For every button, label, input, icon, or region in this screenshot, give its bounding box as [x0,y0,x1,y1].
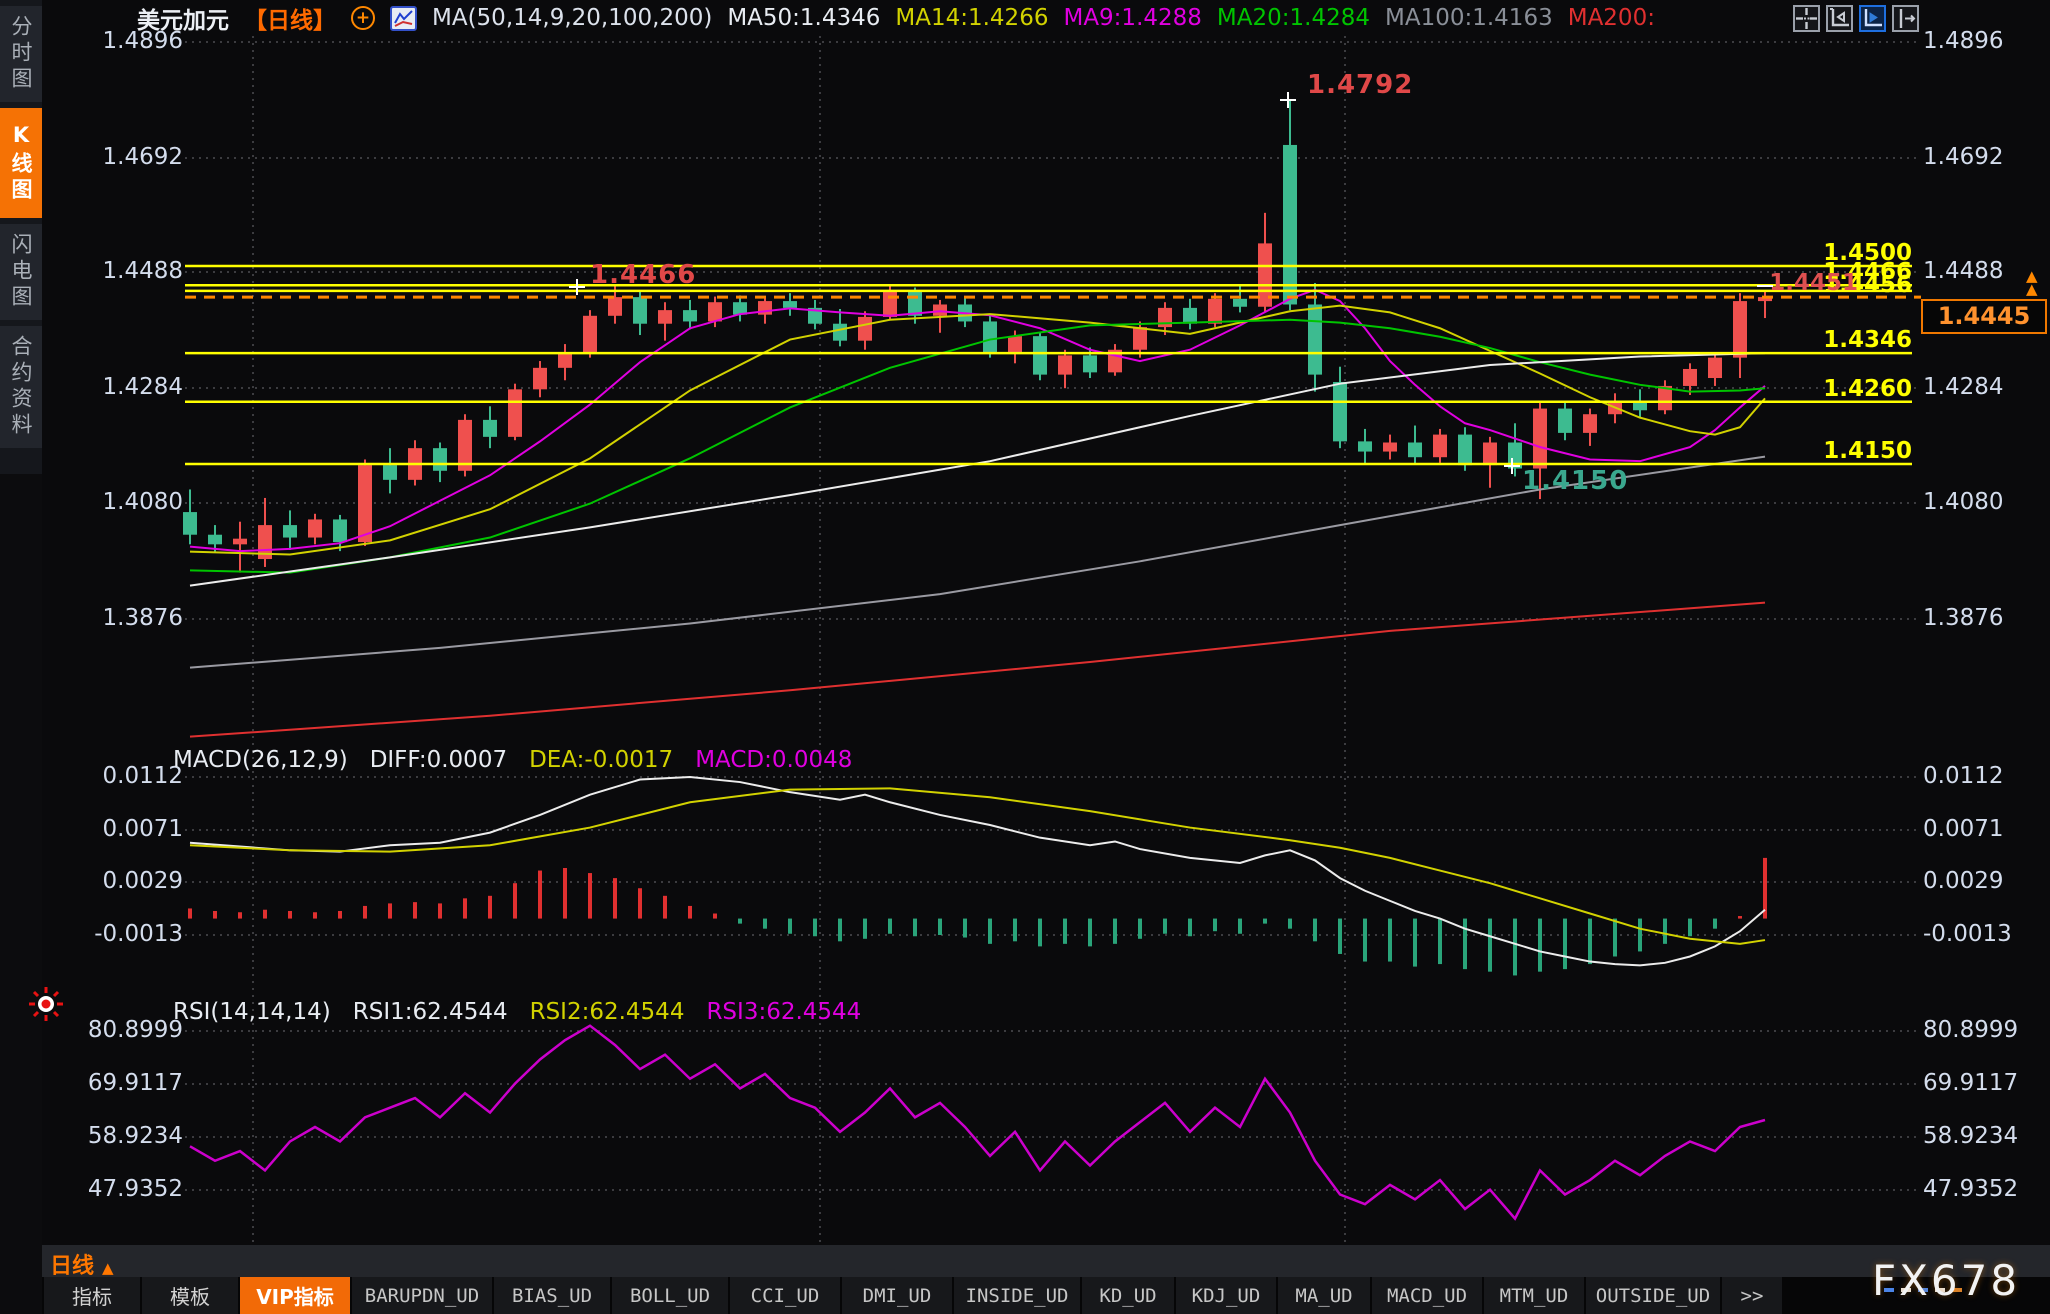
axis-tick-right-2: 80.8999 [1923,1017,2019,1043]
axis-tick-right-2: 47.9352 [1923,1176,2019,1202]
last-price-box: 1.4445 [1921,299,2047,334]
mini-chart-icon [390,5,417,31]
tab-BARUPDN_UD[interactable]: BARUPDN_UD [350,1277,492,1314]
ma200-value: MA200: [1567,5,1655,31]
ma50-value: MA50:1.4346 [727,5,881,31]
tab-BOLL_UD[interactable]: BOLL_UD [610,1277,728,1314]
tab-MA_UD[interactable]: MA_UD [1276,1277,1370,1314]
mini-scrollbar[interactable] [1884,1288,1962,1292]
rsi2-value: RSI2:62.4544 [529,999,685,1025]
tab-MTM_UD[interactable]: MTM_UD [1482,1277,1584,1314]
rsi1-value: RSI1:62.4544 [352,999,508,1025]
tab-指标[interactable]: 指标 [42,1277,140,1314]
tab-BIAS_UD[interactable]: BIAS_UD [492,1277,610,1314]
macd-diff-value: DIFF:0.0007 [369,747,508,773]
axis-tick-right-1: 0.0112 [1923,763,2004,789]
axis-tick-right-2: 58.9234 [1923,1123,2019,1149]
tab-VIP指标[interactable]: VIP指标 [238,1277,350,1314]
rsi-header: RSI(14,14,14) RSI1:62.4544 RSI2:62.4544 … [173,998,861,1026]
sidebar-item-flash-chart[interactable]: 闪电图 [0,224,42,320]
axis-tick-right-1: 0.0071 [1923,816,2004,842]
ma14-value: MA14:1.4266 [895,5,1049,31]
add-compare-icon[interactable]: + [351,6,375,30]
record-indicator-icon [29,987,63,1021]
axis-tick-right-2: 69.9117 [1923,1070,2019,1096]
sidebar-item-contract-info[interactable]: 合约资料 [0,326,42,448]
macd-dea-value: DEA:-0.0017 [529,747,674,773]
axis-tick-right-0: 1.3876 [1923,605,2004,631]
ma9-value: MA9:1.4288 [1063,5,1202,31]
price-up-arrows-icon: ▲ ▲ [2026,267,2038,298]
left-sidebar: 分时图 K线图 闪电图 合约资料 [0,0,63,1314]
sidebar-item-time-chart[interactable]: 分时图 [0,6,42,102]
tab-KD_UD[interactable]: KD_UD [1080,1277,1174,1314]
tab-CCI_UD[interactable]: CCI_UD [728,1277,840,1314]
crosshair-tool-button[interactable] [1793,5,1820,32]
axis-tick-right-1: -0.0013 [1923,921,2012,947]
axis-tick-right-0: 1.4080 [1923,489,2004,515]
axis-auto-scale-tool-button[interactable] [1859,5,1886,32]
rsi3-value: RSI3:62.4544 [706,999,862,1025]
timeframe-selector[interactable]: 日线 ▲ [50,1248,114,1280]
rsi-params-label: RSI(14,14,14) [173,999,331,1025]
ma20-value: MA20:1.4284 [1216,5,1370,31]
tab-模板[interactable]: 模板 [140,1277,238,1314]
macd-macd-value: MACD:0.0048 [695,747,853,773]
timeframe-label: 【日线】 [244,8,336,34]
tab-INSIDE_UD[interactable]: INSIDE_UD [952,1277,1080,1314]
ma100-value: MA100:1.4163 [1385,5,1553,31]
axis-tick-right-0: 1.4896 [1923,28,2004,54]
axis-shift-tool-button[interactable] [1892,5,1919,32]
triangle-up-icon: ▲ [102,1259,114,1277]
tab-OUTSIDE_UD[interactable]: OUTSIDE_UD [1584,1277,1720,1314]
chart-toolbar [1793,5,1919,32]
tab-MACD_UD[interactable]: MACD_UD [1370,1277,1482,1314]
tab-KDJ_UD[interactable]: KDJ_UD [1174,1277,1276,1314]
chart-canvas[interactable] [42,35,1920,1245]
symbol-title: 美元加元 [137,8,229,34]
macd-header: MACD(26,12,9) DIFF:0.0007 DEA:-0.0017 MA… [173,746,852,774]
axis-scale-tool-button[interactable] [1826,5,1853,32]
sidebar-item-kline-chart[interactable]: K线图 [0,108,42,218]
chart-header: 美元加元 【日线】 + MA(50,14,9,20,100,200) MA50:… [137,2,1655,34]
axis-tick-right-0: 1.4692 [1923,144,2004,170]
ma-settings-label: MA(50,14,9,20,100,200) [432,5,713,31]
time-axis: 日线 ▲ [42,1245,2050,1280]
macd-params-label: MACD(26,12,9) [173,747,348,773]
tab->>[interactable]: >> [1720,1277,1782,1314]
brand-watermark: FX678 [1872,1256,2021,1305]
axis-tick-right-1: 0.0029 [1923,868,2004,894]
axis-tick-right-0: 1.4284 [1923,374,2004,400]
indicator-tabbar: 指标 模板 VIP指标 BARUPDN_UD BIAS_UD BOLL_UD CCI_UD D… [42,1277,2050,1314]
timeframe-selector-label: 日线 [50,1254,95,1279]
tab-DMI_UD[interactable]: DMI_UD [840,1277,952,1314]
